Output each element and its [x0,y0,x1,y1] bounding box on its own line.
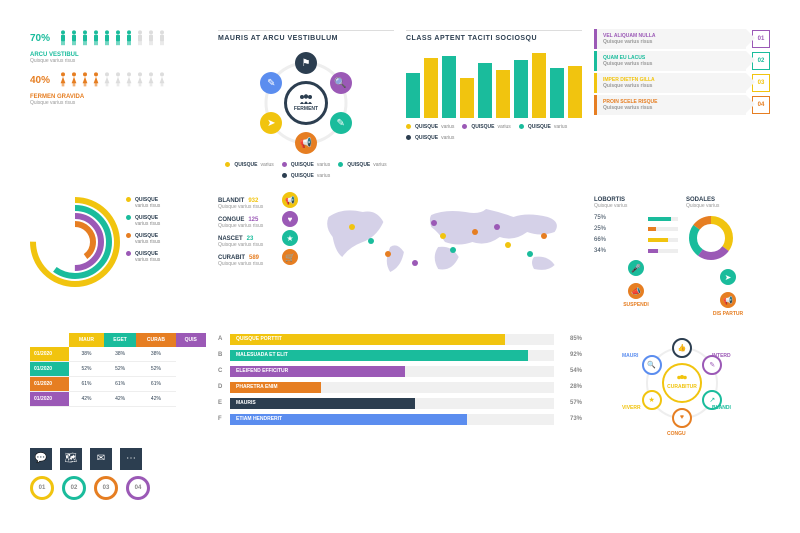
circular-diagram-2: 👍✎INTERD↗BLANDI♥CONGU★VIVERR🔍MAURICURABI… [594,333,770,436]
vbar [514,60,528,118]
arrow-box: VEL ALIQUAM NULLAQuisque varius risus01 [594,30,770,48]
num-circle: 02 [62,476,86,500]
hbar-row: FETIAM HENDRERIT73% [218,413,582,426]
num-circle: 04 [126,476,150,500]
hbar-row: BMALESUADA ET ELIT92% [218,349,582,362]
arrow-box: QUAM EU LACUSQuisque varius risus02 [594,52,770,70]
num-circle: 03 [94,476,118,500]
square-icon: 💬 [30,448,52,470]
male-row: 70% [30,30,206,46]
vbar [442,56,456,118]
vertical-bars: CLASS APTENT TACITI SOCIOSQUQUISQUEvariu… [406,30,582,185]
world-map [308,197,582,287]
vbar [478,63,492,118]
circ-node: ✎ [330,112,352,134]
map-dot [385,251,391,257]
stat-line: CONGUE125Quisque varius risus♥ [218,216,298,229]
circ-center: FERMENT [284,81,328,125]
data-table: MAUREGETCURABQUIS01/202038%38%38%01/2020… [30,333,206,436]
circ2-node: 🔍 [642,355,662,375]
table-row: 01/202052%52%52% [30,361,206,376]
square-icon: ✉ [90,448,112,470]
legend-item: QUISQUEvarius [282,173,330,179]
circ-node: 📢 [295,132,317,154]
legend-item: QUISQUEvarius [282,162,330,168]
female-label: FERMEN GRAVIDAQuisque varius risus [30,94,206,106]
hbar-row: AQUISQUE PORTTIT85% [218,333,582,346]
map-dot [440,233,446,239]
arrow-boxes: VEL ALIQUAM NULLAQuisque varius risus01 Q… [594,30,770,185]
female-pct: 40% [30,75,50,86]
stat-line: NASCET23Quisque varius risus★ [218,235,298,248]
vbar [496,70,510,118]
vbar [406,73,420,118]
circ-node: 🔍 [330,72,352,94]
bottom-icons: 💬 🗺 ✉ ⋯ 01 02 03 04 [30,448,206,503]
circ2-node: 👍 [672,338,692,358]
num-circle: 01 [30,476,54,500]
stat-line: CURABIT589Quisque varius risus🛒 [218,254,298,267]
horizontal-bars: AQUISQUE PORTTIT85% BMALESUADA ET ELIT92%… [218,333,582,436]
circular-diagram-1: MAURIS AT ARCU VESTIBULUM⚑🔍✎📢➤✎FERMENTQU… [218,30,394,185]
demographics: 70% ARCU VESTIBULQuisque varius risus 40% F… [30,30,206,185]
concentric-arcs: QUISQUEvarius risusQUISQUEvarius risusQU… [30,197,206,320]
circ2-node: ★ [642,390,662,410]
vbar [532,53,546,118]
table-row: 01/202042%42%42% [30,391,206,406]
hbar-row: CELEIFEND EFFICITUR54% [218,365,582,378]
table-row: 01/202038%38%38% [30,347,206,362]
table-row: 01/202061%61%61% [30,376,206,391]
stats-column: BLANDIT932Quisque varius risus📢 CONGUE125… [218,197,582,320]
male-label: ARCU VESTIBULQuisque varius risus [30,52,206,64]
map-dot [368,238,374,244]
vbar [568,66,582,118]
male-pct: 70% [30,33,50,44]
vbar [550,68,564,118]
legend-item: QUISQUEvarius [225,162,273,168]
circ-node: ⚑ [295,52,317,74]
legend-item: QUISQUEvarius [338,162,386,168]
vbar [460,78,474,118]
stat-line: BLANDIT932Quisque varius risus📢 [218,197,298,210]
female-row: 40% [30,72,206,88]
hbar-row: DPHARETRA ENIM28% [218,381,582,394]
vbar [424,58,438,118]
hbar-row: EMAURIS57% [218,397,582,410]
right-stats: LOBORTISQuisque varius75%25%66%34%🎤📣SUSP… [594,197,770,320]
arrow-box: PROIN SCELE RISQUEQuisque varius risus04 [594,96,770,114]
circ2-center: CURABITUR [662,363,702,403]
square-icon: ⋯ [120,448,142,470]
square-icon: 🗺 [60,448,82,470]
arrow-box: IMPER DIETFN GILLAQuisque varius risus03 [594,74,770,92]
circ2-node: ♥ [672,408,692,428]
